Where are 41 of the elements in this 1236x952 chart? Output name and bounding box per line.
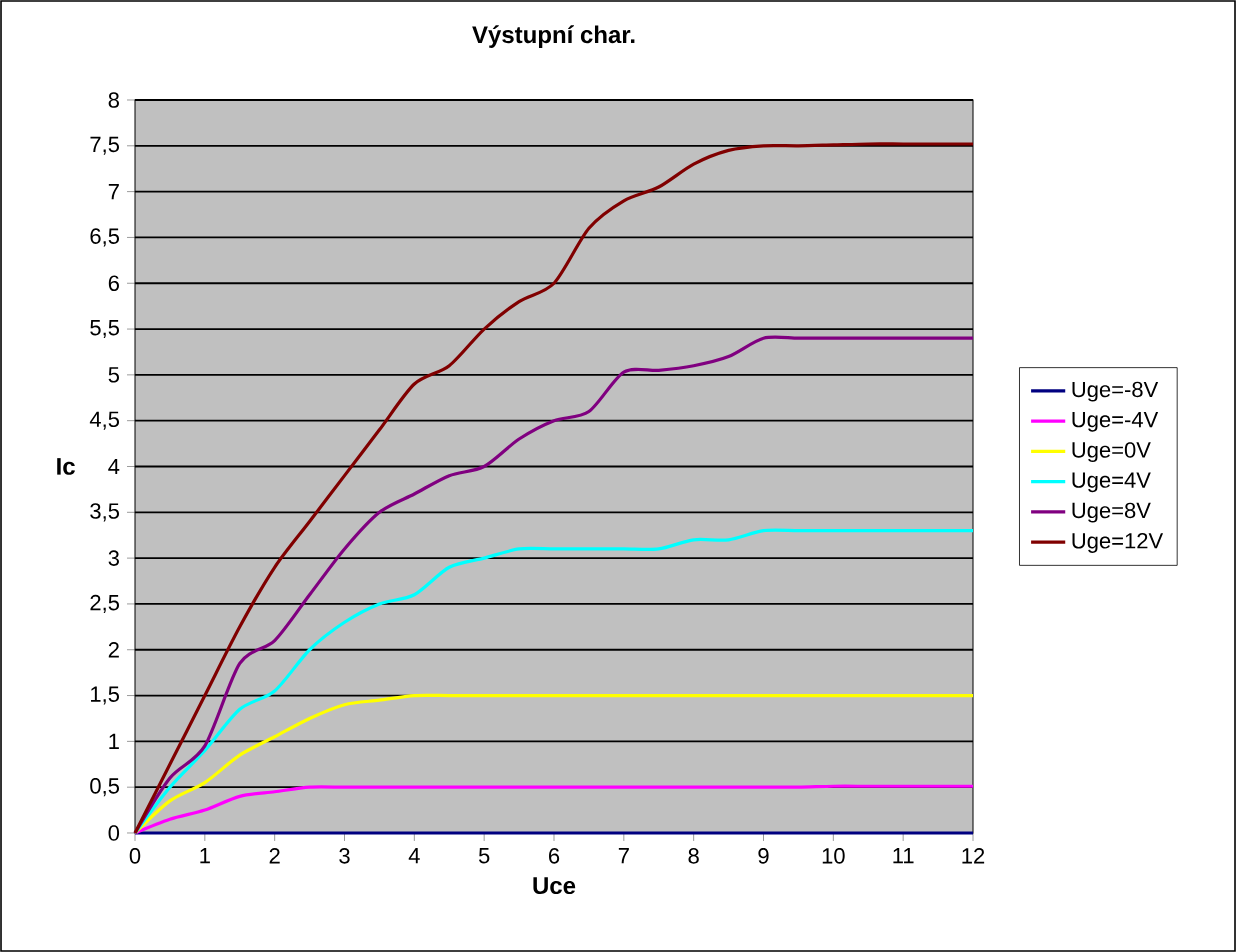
legend-label: Uge=0V [1072, 442, 1151, 463]
y-tick-label: 2 [108, 642, 119, 658]
y-tick-label: 3 [108, 550, 119, 566]
x-tick-label: 0 [129, 848, 141, 864]
legend-label: Uge=4V [1072, 472, 1151, 493]
legend-label: Uge=12V [1072, 533, 1164, 553]
y-tick-label: 6 [108, 275, 119, 292]
y-tick-label: 3,5 [90, 503, 119, 522]
x-axis-title: Uce [533, 877, 576, 895]
x-tick-label: 1 [200, 848, 210, 864]
y-tick-label: 1 [109, 733, 119, 749]
y-tick-label: 8 [108, 92, 119, 108]
y-tick-label: 7,5 [90, 136, 119, 155]
y-tick-label: 1,5 [91, 686, 119, 705]
x-tick-label: 5 [478, 848, 490, 864]
x-tick-label: 11 [893, 848, 914, 864]
x-tick-label: 8 [688, 848, 699, 864]
x-tick-label: 7 [618, 848, 629, 864]
y-tick-label: 7 [108, 184, 119, 200]
legend-label: Uge=8V [1072, 502, 1151, 523]
y-tick-label: 4 [108, 458, 120, 475]
y-tick-label: 0,5 [90, 778, 119, 797]
y-tick-label: 5,5 [90, 320, 119, 339]
y-axis-title: Ic [57, 458, 75, 475]
x-tick-label: 9 [758, 848, 769, 864]
x-tick-label: 4 [408, 848, 420, 864]
x-tick-label: 2 [269, 848, 280, 864]
x-tick-label: 6 [549, 848, 560, 864]
x-tick-label: 3 [339, 848, 350, 864]
y-tick-label: 5 [108, 367, 119, 383]
x-tick-label: 10 [822, 848, 845, 864]
y-tick-label: 4,5 [89, 411, 119, 430]
y-tick-label: 0 [108, 825, 120, 841]
x-tick-label: 12 [962, 848, 985, 864]
y-tick-label: 6,5 [90, 228, 119, 247]
line-series [133, 142, 975, 835]
y-tick-label: 2,5 [90, 594, 119, 614]
legend-label: Uge=-8V [1072, 381, 1159, 402]
chart-title: Výstupní char. [472, 25, 635, 48]
legend-label: Uge=-4V [1072, 412, 1159, 432]
line-series [133, 784, 975, 835]
